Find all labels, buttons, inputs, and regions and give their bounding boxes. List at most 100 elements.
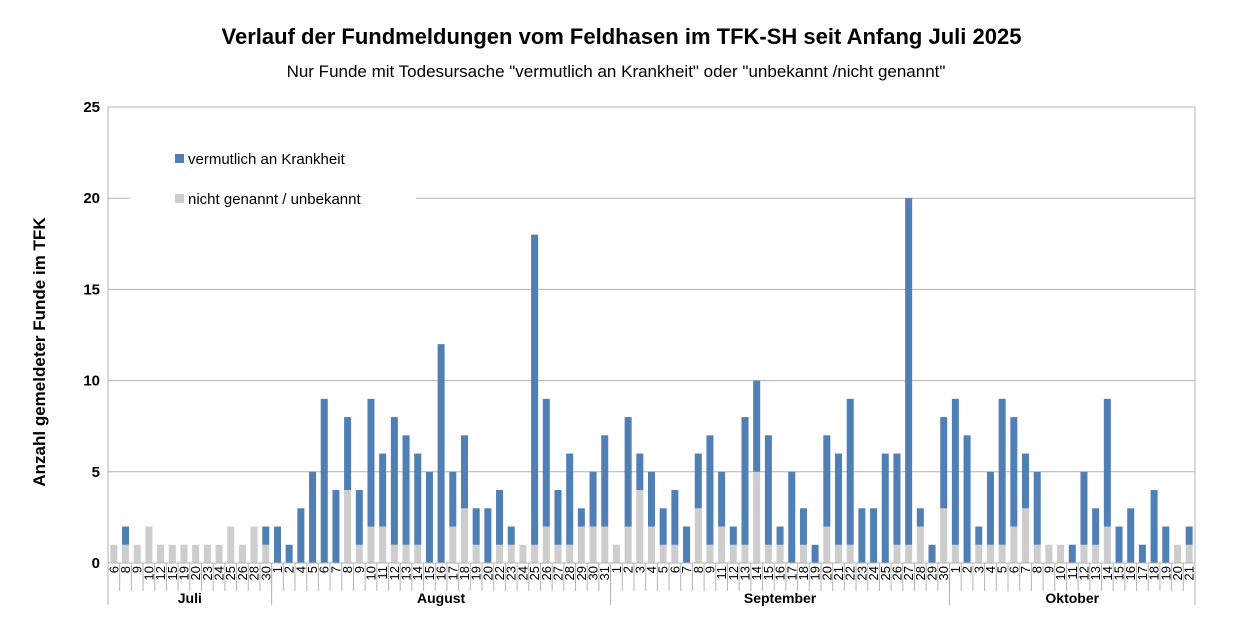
bar-unknown [215, 544, 223, 563]
x-tick-label: 10 [141, 566, 156, 580]
x-tick-label: 8 [691, 566, 706, 573]
bar-disease [870, 508, 878, 563]
x-tick-label: 4 [293, 566, 308, 573]
x-tick-label: 25 [223, 566, 238, 580]
bar-disease [893, 453, 901, 545]
bar-disease [402, 435, 410, 545]
bar-disease [799, 508, 807, 545]
bar-unknown [355, 544, 363, 563]
x-tick-label: 30 [586, 566, 601, 580]
bar-disease [858, 508, 866, 563]
x-tick-label: 7 [328, 566, 343, 573]
bar-disease [729, 526, 737, 545]
bar-unknown [1080, 544, 1088, 563]
x-tick-label: 24 [515, 566, 530, 580]
bar-unknown [647, 526, 656, 563]
x-tick-label: 7 [679, 566, 694, 573]
x-tick-label: 17 [445, 566, 460, 580]
bar-disease [753, 380, 761, 472]
bar-unknown [566, 544, 574, 563]
month-label: Oktober [1045, 590, 1099, 606]
x-tick-label: 5 [995, 566, 1010, 573]
bar-disease [881, 453, 889, 563]
x-tick-label: 30 [258, 566, 273, 580]
bar-unknown [577, 526, 585, 563]
x-tick-label: 14 [410, 566, 425, 580]
bar-unknown [916, 526, 924, 563]
bar-disease [566, 453, 574, 545]
bar-unknown [1057, 544, 1065, 563]
bar-unknown [589, 526, 597, 563]
x-tick-label: 12 [726, 566, 741, 580]
bar-unknown [496, 544, 504, 563]
x-tick-label: 11 [375, 566, 390, 580]
x-tick-label: 24 [866, 566, 881, 580]
x-tick-label: 17 [784, 566, 799, 580]
month-label: August [417, 590, 466, 606]
bar-unknown [1103, 526, 1111, 563]
x-tick-label: 22 [843, 566, 858, 580]
bar-unknown [706, 544, 714, 563]
bar-disease [1033, 471, 1041, 545]
bar-disease [531, 234, 539, 545]
bar-disease [671, 490, 679, 545]
x-tick-label: 8 [118, 566, 133, 573]
bar-disease [928, 544, 936, 563]
x-tick-label: 3 [971, 566, 986, 573]
legend-label-disease: vermutlich an Krankheit [188, 151, 346, 168]
bar-unknown [1010, 526, 1018, 563]
bar-unknown [460, 508, 468, 563]
bar-disease [823, 435, 831, 527]
x-tick-label: 10 [363, 566, 378, 580]
bar-disease [718, 471, 726, 527]
x-tick-label: 13 [1088, 566, 1103, 580]
bar-unknown [846, 544, 854, 563]
bar-disease [835, 453, 843, 545]
bar-disease [764, 435, 772, 545]
bar-unknown [133, 544, 141, 563]
x-tick-label: 18 [457, 566, 472, 580]
bar-unknown [1045, 544, 1053, 563]
bar-unknown [729, 544, 737, 563]
x-tick-label: 13 [738, 566, 753, 580]
x-tick-label: 17 [1135, 566, 1150, 580]
bar-disease [273, 526, 281, 563]
bar-unknown [1033, 544, 1041, 563]
bar-disease [647, 471, 656, 527]
x-tick-label: 19 [808, 566, 823, 580]
y-tick-label: 5 [92, 464, 100, 481]
bar-unknown [998, 544, 1006, 563]
x-tick-label: 7 [1018, 566, 1033, 573]
bar-unknown [986, 544, 994, 563]
x-tick-label: 23 [200, 566, 215, 580]
legend-swatch-unknown [175, 194, 184, 203]
bar-disease [425, 471, 433, 563]
bar-disease [776, 526, 784, 545]
x-tick-label: 24 [212, 566, 227, 580]
bar-unknown [1185, 544, 1193, 563]
bar-disease [437, 344, 445, 563]
bar-disease [1010, 417, 1018, 527]
x-tick-label: 1 [609, 566, 624, 573]
bar-disease [496, 490, 504, 545]
x-tick-label: 6 [317, 566, 332, 573]
x-tick-label: 25 [878, 566, 893, 580]
x-tick-label: 15 [761, 566, 776, 580]
bar-unknown [823, 526, 831, 563]
bar-unknown [227, 526, 235, 563]
bar-disease [1068, 544, 1076, 563]
bar-disease [390, 417, 398, 545]
bar-unknown [110, 544, 118, 563]
bar-unknown [168, 544, 176, 563]
x-tick-label: 6 [106, 566, 121, 573]
bar-unknown [180, 544, 188, 563]
bar-unknown [344, 490, 352, 563]
x-tick-label: 2 [621, 566, 636, 573]
x-tick-label: 9 [352, 566, 367, 573]
x-tick-label: 10 [1053, 566, 1068, 580]
x-tick-label: 25 [527, 566, 542, 580]
bar-unknown [238, 544, 246, 563]
x-tick-label: 31 [597, 566, 612, 580]
bar-disease [449, 471, 457, 527]
bar-disease [636, 453, 644, 491]
